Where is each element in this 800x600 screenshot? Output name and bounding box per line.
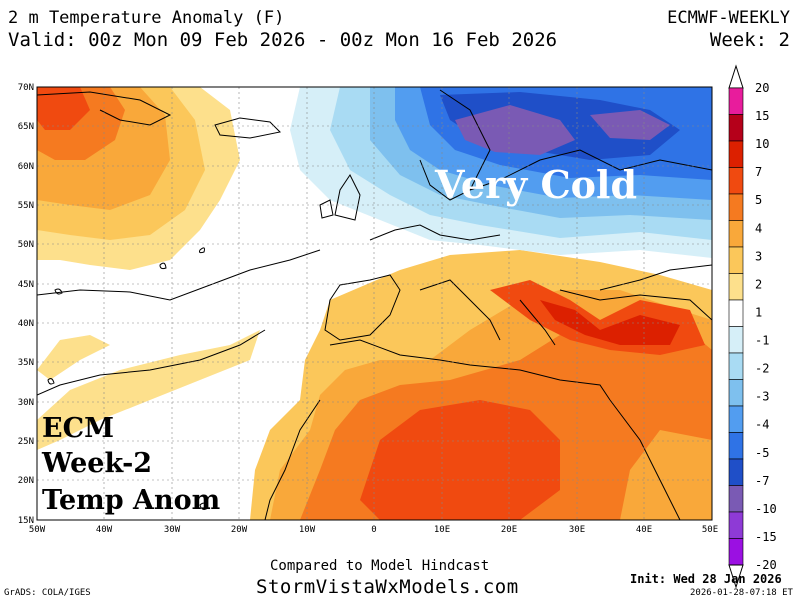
map-frame bbox=[36, 86, 713, 521]
lon-label: 40W bbox=[96, 525, 113, 535]
lon-label: 0 bbox=[371, 525, 376, 535]
lat-label: 25N bbox=[18, 437, 34, 447]
very-cold-annotation: Very Cold bbox=[434, 162, 637, 207]
colorbar-label: -15 bbox=[755, 530, 777, 544]
lon-label: 30W bbox=[164, 525, 181, 535]
colorbar-swatch bbox=[728, 140, 744, 168]
colorbar-swatch bbox=[728, 432, 744, 460]
colorbar-label: -1 bbox=[755, 334, 769, 348]
lat-label: 70N bbox=[18, 83, 34, 93]
colorbar-swatch bbox=[728, 458, 744, 486]
colorbar-swatch bbox=[728, 326, 744, 354]
colorbar-swatch bbox=[728, 273, 744, 301]
colorbar-arrow-up bbox=[728, 64, 744, 89]
lon-label: 50E bbox=[702, 525, 718, 535]
coastlines bbox=[37, 89, 712, 520]
colorbar-label: 7 bbox=[755, 165, 762, 179]
colorbar-swatch bbox=[728, 485, 744, 513]
colorbar-label: 20 bbox=[755, 81, 769, 95]
lat-label: 50N bbox=[18, 240, 34, 250]
colorbar-swatch bbox=[728, 538, 744, 566]
model-name: ECMWF-WEEKLY bbox=[667, 8, 790, 28]
lat-label: 45N bbox=[18, 280, 34, 290]
colorbar-swatch bbox=[728, 379, 744, 407]
latitude-labels: 70N 65N 60N 55N 50N 45N 40N 35N 30N 25N … bbox=[18, 83, 34, 526]
forecast-week: Week: 2 bbox=[709, 29, 790, 51]
colorbar-label: 3 bbox=[755, 249, 762, 263]
colorbar-swatch bbox=[728, 167, 744, 195]
valid-period: Valid: 00z Mon 09 Feb 2026 - 00z Mon 16 … bbox=[8, 29, 558, 51]
colorbar-swatch bbox=[728, 87, 744, 115]
lat-label: 55N bbox=[18, 201, 34, 211]
annotation-line: Temp Anom bbox=[42, 485, 220, 516]
colorbar-swatch bbox=[728, 220, 744, 248]
lon-label: 30E bbox=[569, 525, 585, 535]
colorbar-label: 1 bbox=[755, 305, 762, 319]
colorbar-swatch bbox=[728, 114, 744, 142]
colorbar-label: 4 bbox=[755, 221, 762, 235]
run-timestamp: 2026-01-28-07:18 ET bbox=[690, 588, 793, 598]
colorbar-swatch bbox=[728, 511, 744, 539]
anomaly-field bbox=[37, 87, 712, 520]
colorbar-label: -7 bbox=[755, 474, 769, 488]
colorbar-swatch bbox=[728, 246, 744, 274]
colorbar-label: -2 bbox=[755, 362, 769, 376]
colorbar-swatch bbox=[728, 352, 744, 380]
init-time: Init: Wed 28 Jan 2026 bbox=[630, 572, 782, 586]
annotation-box: ECM Week-2 Temp Anom bbox=[41, 413, 220, 516]
colorbar: 20 15 10 7 5 4 3 2 1 -1 -2 -3 -4 -5 -7 -10 -15 -20 bbox=[728, 64, 777, 589]
longitude-labels: 50W 40W 30W 20W 10W 0 10E 20E 30E 40E 50… bbox=[29, 525, 718, 535]
colorbar-label: -10 bbox=[755, 502, 777, 516]
colorbar-label: -4 bbox=[755, 418, 769, 432]
graticule bbox=[37, 87, 712, 520]
lat-label: 40N bbox=[18, 319, 34, 329]
lat-label: 35N bbox=[18, 358, 34, 368]
colorbar-label: -3 bbox=[755, 390, 769, 404]
contour-lines bbox=[37, 247, 321, 510]
lon-label: 20E bbox=[501, 525, 517, 535]
lat-label: 30N bbox=[18, 398, 34, 408]
colorbar-label: 15 bbox=[755, 109, 769, 123]
colorbar-swatch bbox=[728, 405, 744, 433]
colorbar-label: 5 bbox=[755, 193, 762, 207]
grads-credit: GrADS: COLA/IGES bbox=[4, 588, 91, 598]
lon-label: 10E bbox=[434, 525, 450, 535]
compared-note: Compared to Model Hindcast bbox=[270, 558, 490, 574]
colorbar-arrow-down bbox=[728, 564, 744, 589]
lon-label: 50W bbox=[29, 525, 46, 535]
annotation-line: Week-2 bbox=[41, 448, 152, 479]
colorbar-swatch bbox=[728, 299, 744, 327]
colorbar-label: -5 bbox=[755, 446, 769, 460]
lon-label: 20W bbox=[231, 525, 248, 535]
lat-label: 20N bbox=[18, 476, 34, 486]
map-title: 2 m Temperature Anomaly (F) bbox=[8, 8, 285, 28]
lat-label: 60N bbox=[18, 162, 34, 172]
colorbar-label: 10 bbox=[755, 137, 769, 151]
colorbar-label: 2 bbox=[755, 277, 762, 291]
colorbar-swatch bbox=[728, 193, 744, 221]
lon-label: 40E bbox=[636, 525, 652, 535]
lon-label: 10W bbox=[299, 525, 316, 535]
colorbar-label: -20 bbox=[755, 558, 777, 572]
lat-label: 65N bbox=[18, 122, 34, 132]
annotation-line: ECM bbox=[42, 413, 114, 444]
lat-label: 15N bbox=[18, 516, 34, 526]
site-url: StormVistaWxModels.com bbox=[256, 576, 519, 598]
